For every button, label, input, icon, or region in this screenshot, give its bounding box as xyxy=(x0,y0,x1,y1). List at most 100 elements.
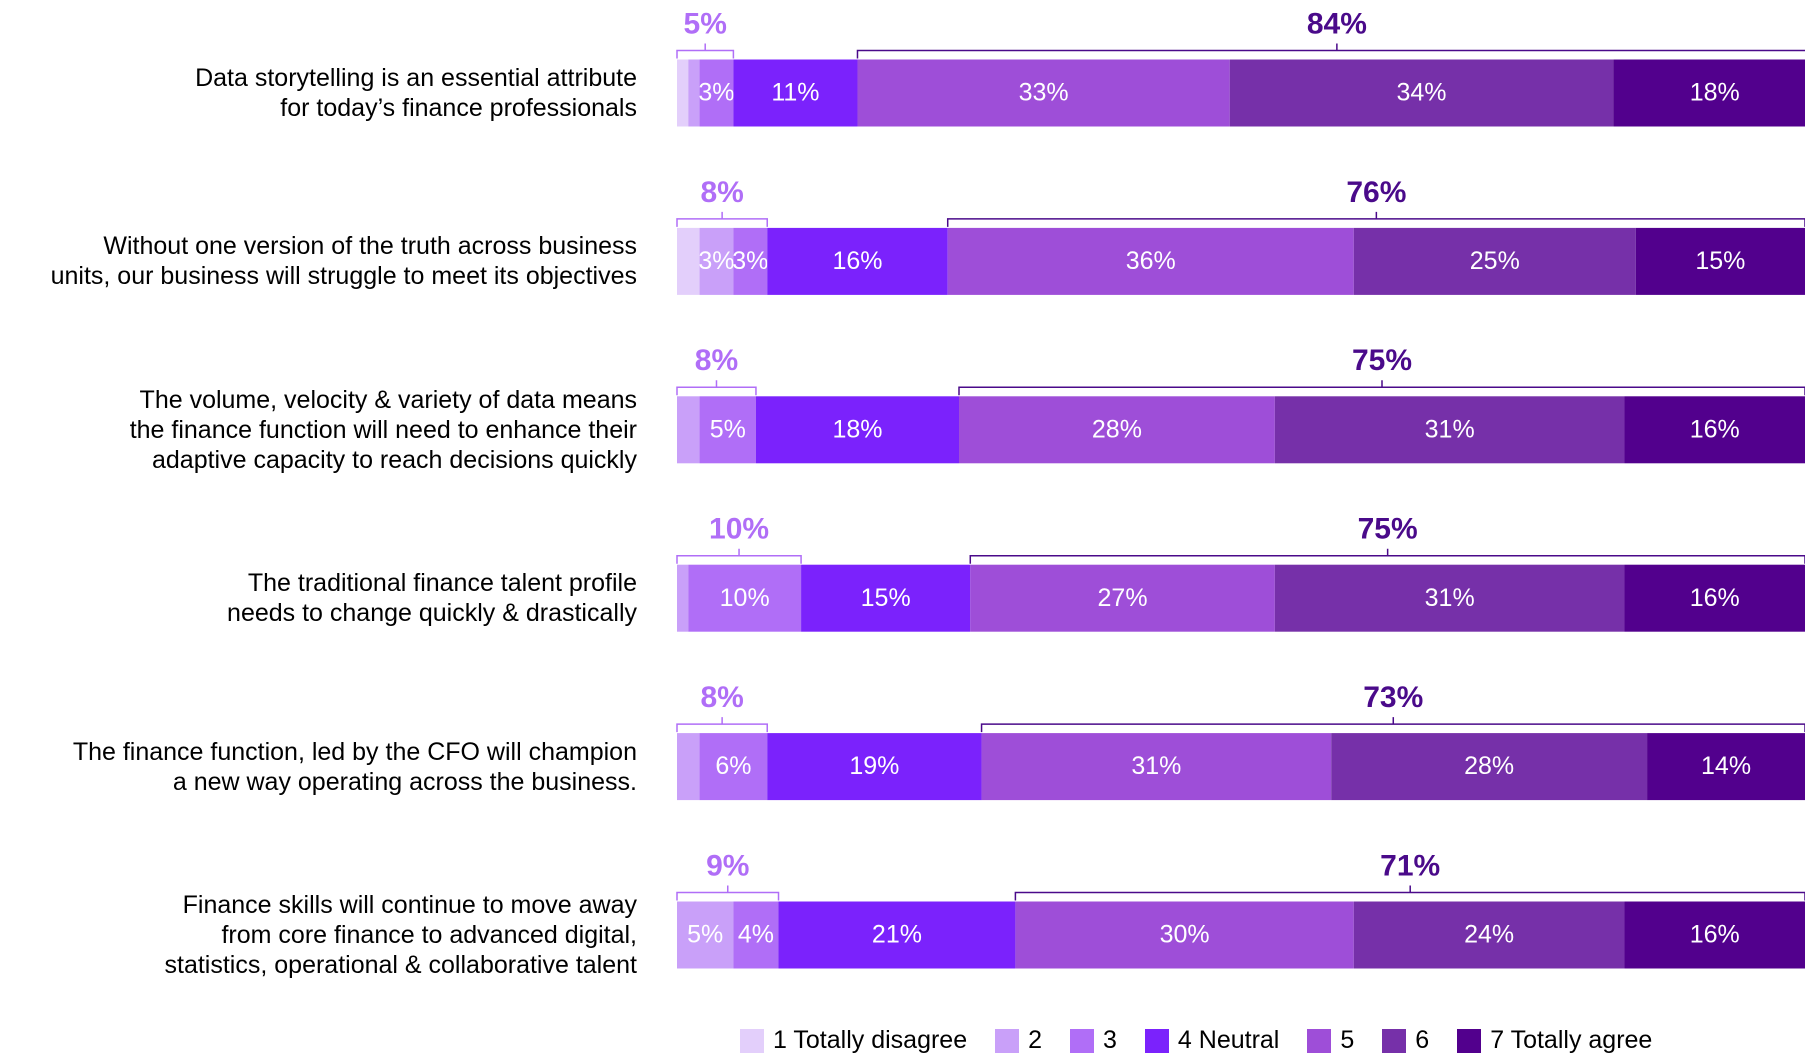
bar-segment xyxy=(1015,901,1354,969)
value-label: 5% xyxy=(687,921,723,949)
bracket-label: 84% xyxy=(1307,7,1367,40)
bracket-label: 9% xyxy=(706,849,749,882)
value-label: 30% xyxy=(1160,921,1210,949)
value-label: 3% xyxy=(698,247,734,275)
bracket xyxy=(676,548,802,564)
bar-segment xyxy=(1624,396,1805,464)
legend-swatch xyxy=(740,1028,764,1053)
legend-item: 1 Totally disagree xyxy=(740,1026,967,1055)
category-label: Finance skills will continue to move awa… xyxy=(164,891,637,979)
bar-segment xyxy=(1647,733,1805,801)
bar-segment xyxy=(677,59,689,127)
bracket-label: 75% xyxy=(1358,513,1418,546)
bar-segment xyxy=(1274,564,1625,632)
bar-segment xyxy=(778,901,1016,969)
bracket xyxy=(676,717,768,733)
bar-segment xyxy=(677,227,700,295)
value-label: 4% xyxy=(738,921,774,949)
bracket xyxy=(958,380,1805,396)
bracket-label: 8% xyxy=(700,681,743,714)
value-label: 3% xyxy=(698,79,734,107)
bar-segment xyxy=(1624,901,1805,969)
bar-segment xyxy=(733,227,768,295)
value-label: 15% xyxy=(1695,247,1745,275)
legend-swatch xyxy=(1144,1028,1169,1053)
value-label: 19% xyxy=(849,752,899,780)
bar-segment xyxy=(1635,227,1805,295)
value-label: 16% xyxy=(832,247,882,275)
legend-item: 5 xyxy=(1307,1026,1354,1055)
legend: 1 Totally disagree 2 3 4 Neutral 5 6 7 Totally… xyxy=(740,1026,1652,1055)
bar-segment xyxy=(677,396,700,464)
bracket-label: 71% xyxy=(1380,849,1440,882)
bar-segment xyxy=(733,59,858,127)
value-label: 18% xyxy=(1690,79,1740,107)
bracket xyxy=(856,43,1805,59)
value-label: 3% xyxy=(732,247,768,275)
bar-segment xyxy=(677,901,734,969)
bracket xyxy=(676,885,780,901)
bracket xyxy=(676,380,757,396)
legend-item: 3 xyxy=(1070,1026,1117,1055)
value-label: 16% xyxy=(1690,415,1740,443)
bracket xyxy=(676,211,768,227)
legend-swatch xyxy=(1070,1028,1095,1053)
value-label: 11% xyxy=(771,79,819,107)
bar-segment xyxy=(733,901,779,969)
bracket-label: 10% xyxy=(709,513,769,546)
value-label: 28% xyxy=(1092,415,1142,443)
bar-segment xyxy=(981,733,1332,801)
value-label: 15% xyxy=(861,584,911,612)
legend-label: 6 xyxy=(1415,1026,1430,1054)
bar-segment xyxy=(1274,396,1625,464)
bar-segment xyxy=(699,227,734,295)
bar-segment xyxy=(699,733,768,801)
bracket xyxy=(676,43,735,59)
value-label: 6% xyxy=(715,752,751,780)
value-label: 31% xyxy=(1131,752,1181,780)
bar-segment xyxy=(699,59,734,127)
bar-segment xyxy=(1229,59,1614,127)
legend-label: 4 Neutral xyxy=(1177,1026,1280,1054)
bar-segment xyxy=(677,733,700,801)
bracket xyxy=(946,211,1805,227)
category-label: The finance function, led by the CFO wil… xyxy=(72,737,637,796)
bar-segment xyxy=(947,227,1354,295)
legend-item: 4 Neutral xyxy=(1144,1026,1280,1055)
bracket xyxy=(1014,885,1805,901)
value-label: 16% xyxy=(1690,584,1740,612)
bar-segment xyxy=(857,59,1230,127)
legend-item: 2 xyxy=(995,1026,1042,1055)
value-label: 34% xyxy=(1396,79,1446,107)
legend-item: 6 xyxy=(1382,1026,1429,1055)
bar-segment xyxy=(1353,227,1636,295)
bar-segment xyxy=(688,564,802,632)
value-label: 16% xyxy=(1690,921,1740,949)
bracket-label: 76% xyxy=(1346,176,1406,209)
legend-swatch xyxy=(995,1028,1020,1053)
bar-segment xyxy=(801,564,971,632)
value-label: 25% xyxy=(1470,247,1520,275)
value-label: 27% xyxy=(1098,584,1148,612)
bar-segment xyxy=(1613,59,1805,127)
bar-segment xyxy=(755,396,959,464)
value-label: 5% xyxy=(710,415,746,443)
legend-label: 7 Totally agree xyxy=(1490,1026,1653,1054)
bracket-label: 5% xyxy=(684,7,727,40)
bar-segment xyxy=(1331,733,1648,801)
bracket xyxy=(969,548,1805,564)
value-label: 18% xyxy=(832,415,882,443)
value-label: 31% xyxy=(1425,415,1475,443)
bar-segment xyxy=(1353,901,1625,969)
legend-swatch xyxy=(1382,1028,1407,1053)
legend-item: 7 Totally agree xyxy=(1457,1026,1652,1055)
value-label: 28% xyxy=(1464,752,1514,780)
bar-segment xyxy=(767,227,948,295)
value-label: 24% xyxy=(1464,921,1514,949)
bar-segment xyxy=(677,564,689,632)
value-label: 21% xyxy=(872,921,922,949)
value-label: 33% xyxy=(1019,79,1069,107)
bar-segment xyxy=(699,396,756,464)
